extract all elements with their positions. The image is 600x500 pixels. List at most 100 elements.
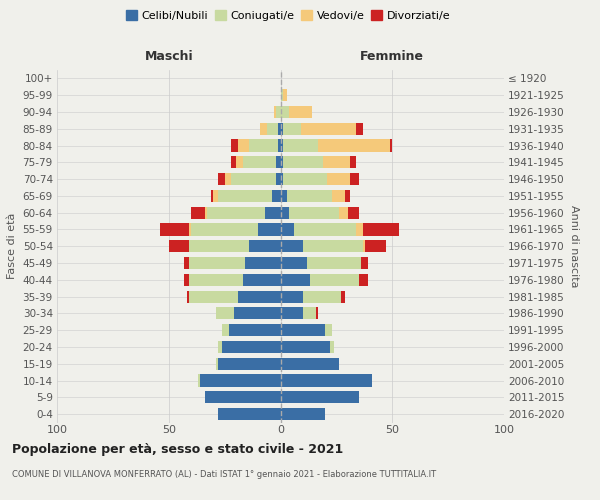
Bar <box>301 122 356 135</box>
Bar <box>233 308 281 320</box>
Bar <box>323 156 350 168</box>
Bar <box>215 358 218 370</box>
Bar <box>310 274 359 286</box>
Bar <box>272 190 281 202</box>
Bar <box>169 240 189 252</box>
Bar <box>283 89 287 101</box>
Bar <box>281 274 310 286</box>
Bar <box>332 190 346 202</box>
Bar <box>238 140 249 151</box>
Bar <box>278 140 281 151</box>
Bar <box>356 122 363 135</box>
Bar <box>260 122 267 135</box>
Bar <box>363 240 365 252</box>
Bar <box>281 290 303 302</box>
Bar <box>341 290 346 302</box>
Bar <box>281 206 289 218</box>
Bar <box>189 290 238 302</box>
Bar <box>350 156 356 168</box>
Bar <box>258 224 281 235</box>
Bar <box>276 156 281 168</box>
Bar <box>278 122 281 135</box>
Bar <box>283 173 328 185</box>
Bar <box>207 206 265 218</box>
Bar <box>214 190 218 202</box>
Bar <box>350 173 359 185</box>
Bar <box>236 156 242 168</box>
Bar <box>223 341 281 353</box>
Bar <box>281 374 372 386</box>
Bar <box>218 341 223 353</box>
Bar <box>211 190 214 202</box>
Bar <box>232 173 276 185</box>
Bar <box>238 290 281 302</box>
Bar <box>218 173 224 185</box>
Bar <box>189 257 245 269</box>
Bar <box>281 240 303 252</box>
Bar <box>198 374 200 386</box>
Bar <box>281 408 325 420</box>
Bar <box>283 156 323 168</box>
Bar <box>267 122 278 135</box>
Bar <box>205 392 281 404</box>
Bar <box>281 190 287 202</box>
Bar <box>276 106 281 118</box>
Bar <box>365 240 386 252</box>
Bar <box>281 341 329 353</box>
Bar <box>328 173 350 185</box>
Bar <box>283 140 319 151</box>
Bar <box>229 324 281 336</box>
Bar <box>359 274 368 286</box>
Bar <box>281 358 338 370</box>
Bar <box>281 156 283 168</box>
Bar <box>245 257 281 269</box>
Bar <box>218 358 281 370</box>
Legend: Celibi/Nubili, Coniugati/e, Vedovi/e, Divorziati/e: Celibi/Nubili, Coniugati/e, Vedovi/e, Di… <box>121 6 455 25</box>
Bar <box>281 324 325 336</box>
Bar <box>319 140 390 151</box>
Bar <box>232 156 236 168</box>
Bar <box>191 224 258 235</box>
Bar <box>294 224 356 235</box>
Bar <box>274 106 276 118</box>
Bar <box>289 106 312 118</box>
Bar <box>184 257 189 269</box>
Text: Femmine: Femmine <box>360 50 424 64</box>
Bar <box>289 206 338 218</box>
Bar <box>249 240 281 252</box>
Bar <box>356 224 363 235</box>
Bar <box>189 224 191 235</box>
Bar <box>307 257 361 269</box>
Bar <box>281 140 283 151</box>
Bar <box>224 173 232 185</box>
Bar <box>184 274 189 286</box>
Bar <box>281 173 283 185</box>
Bar <box>276 173 281 185</box>
Text: Popolazione per età, sesso e stato civile - 2021: Popolazione per età, sesso e stato civil… <box>12 442 343 456</box>
Bar <box>223 324 229 336</box>
Text: Maschi: Maschi <box>145 50 193 64</box>
Bar <box>363 224 399 235</box>
Y-axis label: Anni di nascita: Anni di nascita <box>569 205 579 288</box>
Bar <box>281 392 359 404</box>
Bar <box>160 224 189 235</box>
Bar <box>189 240 249 252</box>
Bar <box>200 374 281 386</box>
Bar <box>390 140 392 151</box>
Bar <box>215 308 233 320</box>
Bar <box>325 324 332 336</box>
Bar <box>189 274 242 286</box>
Bar <box>187 290 189 302</box>
Bar <box>316 308 319 320</box>
Bar <box>281 224 294 235</box>
Bar <box>281 122 283 135</box>
Bar <box>218 408 281 420</box>
Bar <box>281 106 289 118</box>
Bar <box>242 274 281 286</box>
Bar <box>281 308 303 320</box>
Y-axis label: Fasce di età: Fasce di età <box>7 213 17 280</box>
Bar <box>303 290 341 302</box>
Bar <box>242 156 276 168</box>
Text: COMUNE DI VILLANOVA MONFERRATO (AL) - Dati ISTAT 1° gennaio 2021 - Elaborazione : COMUNE DI VILLANOVA MONFERRATO (AL) - Da… <box>12 470 436 479</box>
Bar <box>346 190 350 202</box>
